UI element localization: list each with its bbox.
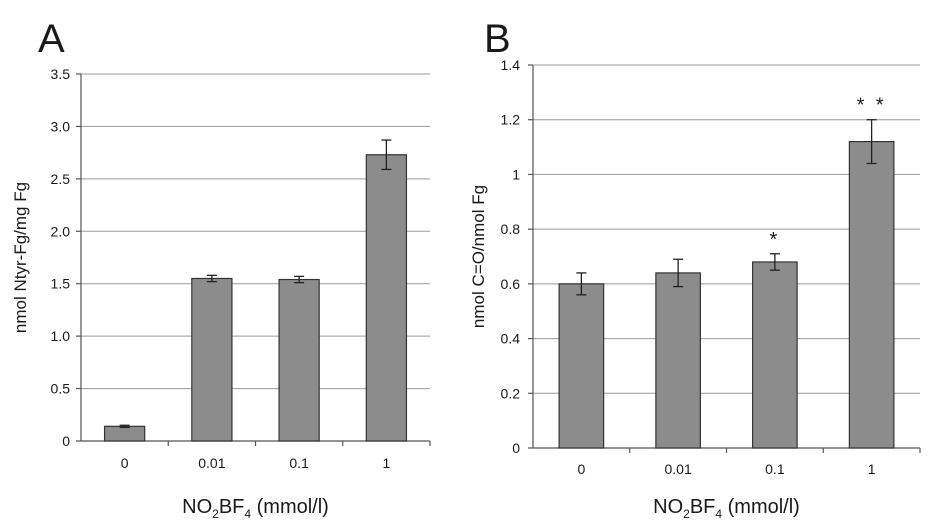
bar-0.1: [752, 261, 798, 449]
y-tick-label: 0: [512, 440, 520, 456]
bar-0.01: [191, 277, 233, 442]
y-tick-label: 3.0: [51, 118, 71, 134]
bar-1: [365, 154, 408, 442]
bar-1: [848, 141, 895, 449]
y-tick-label: 0.5: [51, 381, 71, 397]
error-bar: [206, 274, 217, 283]
y-tick-label: 0.4: [501, 331, 521, 347]
x-tick-label: 1: [382, 455, 390, 471]
bar-0.1: [278, 278, 320, 442]
error-bar: [576, 272, 587, 296]
x-tick-label: 0.1: [289, 455, 309, 471]
y-tick-label: 0.8: [501, 221, 521, 237]
y-tick-label: 1.5: [51, 276, 71, 292]
panel-letter: B: [484, 17, 511, 61]
x-tick-label: 0: [577, 461, 585, 477]
error-bar: [294, 275, 305, 284]
error-bar: [769, 253, 780, 271]
chart-panel-a: A 0 0.5 1.0 1.5 2.0 2.5 3.0 3.5 0 0.01 0.1 1 nmol Nty…: [11, 17, 431, 521]
y-tick-label: 1.4: [501, 57, 521, 73]
y-tick-label: 1.0: [51, 328, 71, 344]
x-tick-label: 0.1: [765, 461, 785, 477]
y-tick-label: 0.2: [501, 385, 521, 401]
bar-0: [103, 425, 146, 442]
y-tick-label: 2.0: [51, 223, 71, 239]
y-tick-label: 0: [62, 433, 70, 449]
error-bar: [673, 258, 684, 288]
x-tick-label: 0.01: [665, 461, 692, 477]
y-axis-label: nmol C=O/nmol Fg: [469, 185, 488, 328]
error-bar: [866, 119, 877, 165]
y-axis-label: nmol Ntyr-Fg/mg Fg: [11, 182, 30, 333]
bar-0: [558, 283, 605, 449]
y-tick-label: 2.5: [51, 171, 71, 187]
y-tick-label: 0.6: [501, 276, 521, 292]
y-tick-label: 3.5: [51, 66, 71, 82]
x-axis-label: NO2BF4 (mmol/l): [653, 496, 800, 521]
error-bar: [119, 424, 130, 429]
chart-panel-b: B 0 0.2 0.4 0.6 0.8 1 1.2 1.4 0 0.01 0.1 * 1 * * nmol C…: [469, 17, 921, 521]
x-tick-label: 0.01: [198, 455, 225, 471]
bar-0.01: [655, 272, 701, 449]
y-tick-label: 1.2: [501, 112, 521, 128]
significance-marker: * *: [857, 95, 887, 117]
y-tick-label: 1: [512, 166, 520, 182]
error-bar: [381, 139, 392, 171]
x-tick-label: 1: [868, 461, 876, 477]
x-tick-label: 0: [121, 455, 129, 471]
x-axis-label: NO2BF4 (mmol/l): [182, 496, 329, 521]
significance-marker: *: [769, 229, 780, 251]
panel-letter: A: [38, 17, 65, 61]
